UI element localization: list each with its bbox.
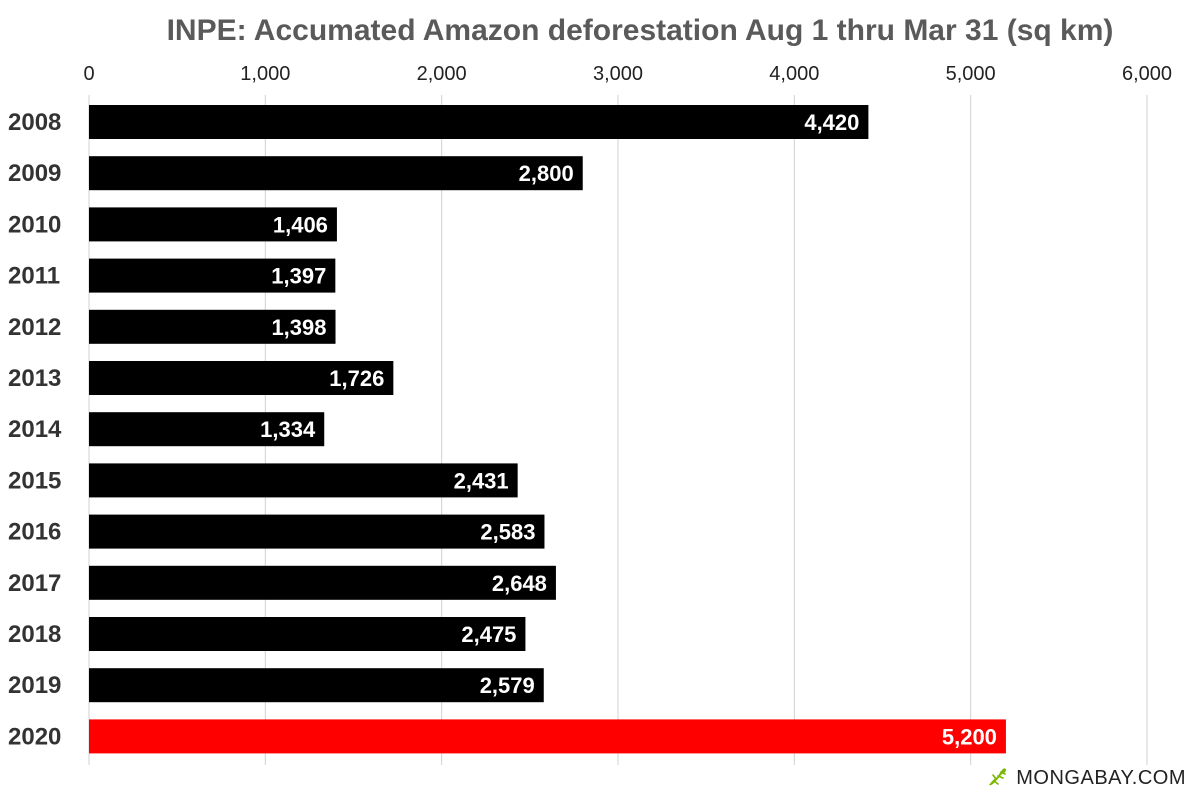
category-label: 2016 [8, 519, 61, 546]
bar-2017 [89, 565, 556, 600]
bar-2018 [89, 617, 526, 651]
bar-2015 [89, 463, 518, 498]
x-tick-label: 0 [83, 63, 94, 85]
bar-2011 [89, 258, 336, 293]
x-tick-label: 5,000 [946, 63, 996, 85]
gecko-icon [984, 763, 1010, 794]
bar-2012 [89, 309, 336, 344]
data-label: 1,398 [271, 315, 326, 340]
category-label: 2019 [8, 672, 61, 699]
category-label: 2011 [8, 263, 60, 290]
x-tick-label: 3,000 [593, 63, 643, 85]
category-label: 2010 [8, 211, 61, 238]
data-labels: 4,420 2,800 1,406 1,397 1,398 1,726 1,334 2,431… [260, 110, 997, 749]
x-tick-label: 4,000 [769, 63, 819, 85]
category-label: 2009 [8, 160, 61, 187]
data-label: 1,334 [260, 417, 316, 442]
category-labels: 2008 2009 2010 2011 2012 2013 2014 2015 2016 2017… [8, 109, 62, 750]
x-tick-label: 2,000 [417, 63, 467, 85]
data-label: 1,397 [271, 264, 326, 289]
gridlines [88, 95, 1148, 765]
data-label: 2,431 [454, 468, 509, 493]
bar-2020 [89, 719, 1006, 754]
data-label: 2,579 [480, 673, 535, 698]
data-label: 4,420 [804, 110, 859, 135]
data-label: 1,726 [329, 366, 384, 391]
x-tick-label: 6,000 [1122, 63, 1172, 85]
bar-2013 [89, 361, 394, 395]
category-label: 2014 [8, 416, 62, 443]
bar-2019 [89, 668, 544, 703]
category-label: 2012 [8, 314, 61, 341]
chart-title: INPE: Accumated Amazon deforestation Aug… [167, 14, 1114, 47]
x-tick-label: 1,000 [240, 63, 290, 85]
data-label: 2,648 [492, 571, 547, 596]
brand-watermark: MONGABAY.COM [984, 763, 1186, 794]
category-label: 2017 [8, 570, 61, 597]
category-label: 2018 [8, 621, 61, 648]
bar-2014 [89, 412, 325, 447]
data-label: 2,800 [519, 161, 574, 186]
data-label: 1,406 [273, 212, 328, 237]
category-label: 2013 [8, 365, 61, 392]
category-label: 2020 [8, 723, 61, 750]
x-axis-ticks: 0 1,000 2,000 3,000 4,000 5,000 6,000 [83, 63, 1172, 85]
category-label: 2008 [8, 109, 61, 136]
bar-2009 [89, 156, 583, 191]
bars [89, 105, 1006, 754]
data-label: 5,200 [942, 724, 997, 749]
bar-2010 [89, 207, 337, 242]
brand-text: MONGABAY.COM [1016, 767, 1186, 789]
data-label: 2,583 [480, 520, 535, 545]
category-label: 2015 [8, 467, 61, 494]
bar-2016 [89, 514, 545, 549]
data-label: 2,475 [461, 622, 516, 647]
bar-2008 [89, 105, 869, 139]
